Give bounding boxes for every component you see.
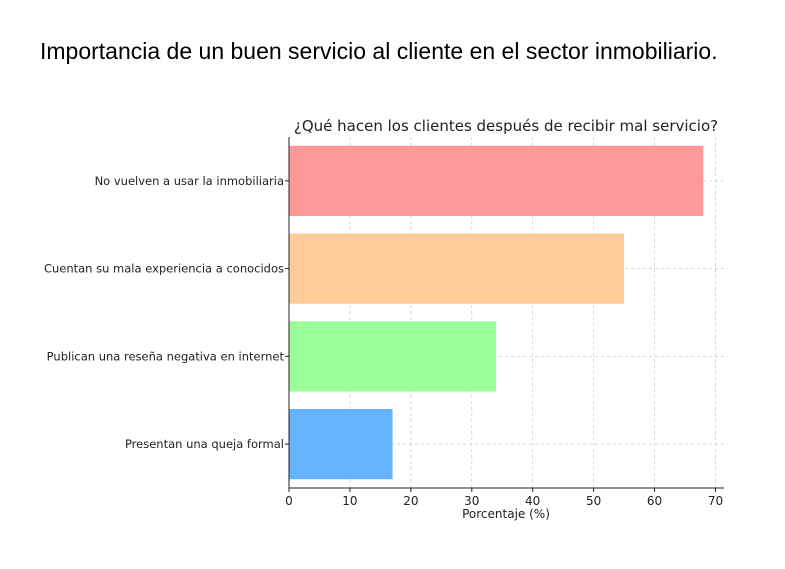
page-title: Importancia de un buen servicio al clien… — [40, 38, 718, 64]
y-tick-label: Cuentan su mala experiencia a conocidos — [44, 262, 284, 276]
y-tick-label: No vuelven a usar la inmobiliaria — [95, 174, 284, 188]
x-tick-label: 30 — [464, 494, 479, 508]
chart-title: ¿Qué hacen los clientes después de recib… — [294, 117, 718, 135]
bars — [289, 145, 704, 480]
x-tick-label: 50 — [586, 494, 601, 508]
x-tick-label: 70 — [708, 494, 723, 508]
y-tick-label: Presentan una queja formal — [125, 437, 284, 451]
x-axis-label: Porcentaje (%) — [462, 507, 550, 521]
axes: 0 10 20 30 40 50 60 70 No vuelven a usar la inmo… — [44, 137, 724, 508]
x-tick-label: 20 — [403, 494, 418, 508]
x-tick-label: 40 — [525, 494, 540, 508]
bar — [289, 409, 393, 480]
x-tick-label: 0 — [285, 494, 293, 508]
x-tick-label: 10 — [342, 494, 357, 508]
bar — [289, 145, 704, 216]
y-tick-label: Publican una reseña negativa en internet — [47, 349, 285, 363]
bar — [289, 233, 625, 304]
x-tick-label: 60 — [647, 494, 662, 508]
bar — [289, 321, 497, 392]
